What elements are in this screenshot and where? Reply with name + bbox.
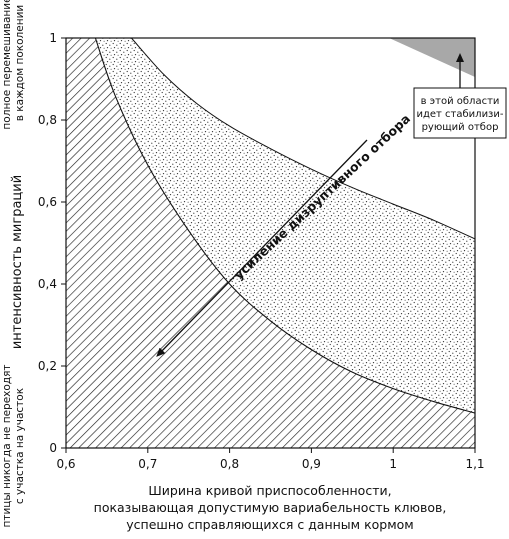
y-top-annotation-line-1: полное перемешивание — [1, 0, 13, 130]
stabilizing-region — [389, 38, 475, 77]
hatched-boundary-curve — [94, 37, 476, 414]
x-axis-label-line-3: успешно справляющихся с данным кормом — [126, 517, 413, 532]
x-axis-label-line-2: показывающая допустимую вариабельность к… — [94, 500, 447, 515]
callout-text-line-2: идет стабилизи- — [416, 109, 503, 120]
y-axis-label: интенсивность миграций — [10, 175, 25, 349]
x-tick-label: 1,1 — [465, 457, 484, 471]
y-top-annotation-line-2: в каждом поколении — [14, 5, 26, 121]
x-tick-label: 0,9 — [302, 457, 321, 471]
y-tick-label: 1 — [49, 31, 57, 45]
callout-text-line-1: в этой области — [421, 96, 500, 107]
callout-text-line-3: рующий отбор — [422, 122, 499, 133]
x-tick-label: 1 — [389, 457, 397, 471]
x-axis-ticks: 0,6 0,7 0,8 0,9 1 1,1 — [56, 448, 485, 471]
y-tick-label: 0,2 — [38, 359, 57, 373]
y-tick-label: 0,6 — [38, 195, 57, 209]
x-tick-label: 0,6 — [56, 457, 75, 471]
y-tick-label: 0,8 — [38, 113, 57, 127]
disruptive-selection-arrow — [156, 139, 368, 357]
y-bottom-annotation-line-1: птицы никогда не переходят — [1, 364, 13, 527]
y-bottom-annotation-line-2: с участка на участок — [14, 388, 26, 504]
x-tick-label: 0,7 — [138, 457, 157, 471]
regions — [66, 37, 476, 448]
y-axis-ticks: 0 0,2 0,4 0,6 0,8 1 — [38, 31, 66, 455]
plot-frame — [65, 37, 476, 449]
callout-box — [413, 87, 507, 139]
y-tick-label: 0,4 — [38, 277, 57, 291]
y-tick-label: 0 — [49, 441, 57, 455]
x-tick-label: 0,8 — [220, 457, 239, 471]
dotted-boundary-curve — [131, 37, 476, 240]
hatched-region — [66, 38, 475, 448]
x-axis-label-line-1: Ширина кривой приспособленности, — [148, 483, 391, 498]
